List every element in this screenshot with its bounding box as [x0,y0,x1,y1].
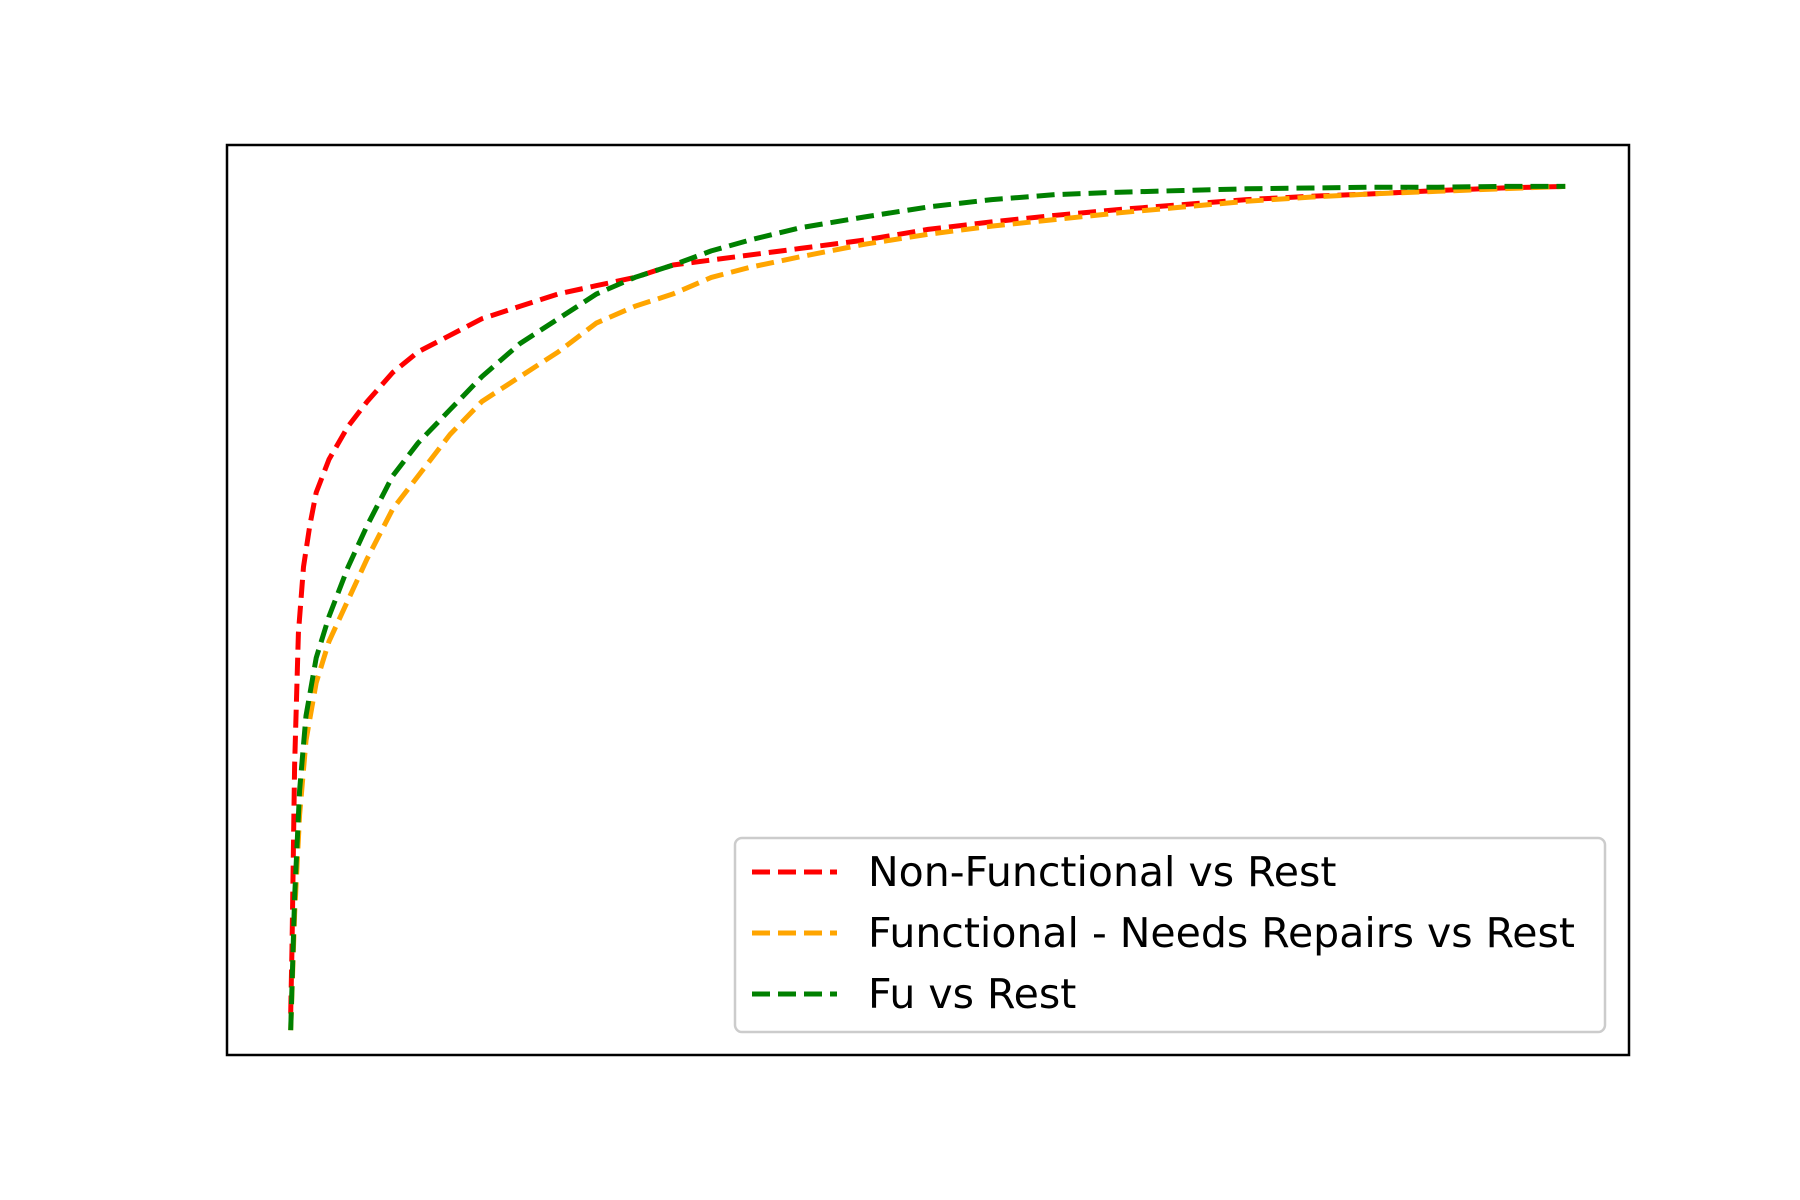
plot-frame [225,143,1631,1057]
legend-label-fu: Fu vs Rest [868,970,1076,1018]
series-layer [288,183,1566,1031]
series-line-functional-needs-repairs [288,183,1566,1031]
legend-label-non-functional: Non-Functional vs Rest [868,848,1336,896]
legend-label-functional-needs-repairs: Functional - Needs Repairs vs Rest [868,909,1575,957]
series-line-fu [288,183,1566,1031]
legend: Non-Functional vs Rest Functional - Need… [733,836,1607,1034]
legend-box [733,836,1607,1034]
